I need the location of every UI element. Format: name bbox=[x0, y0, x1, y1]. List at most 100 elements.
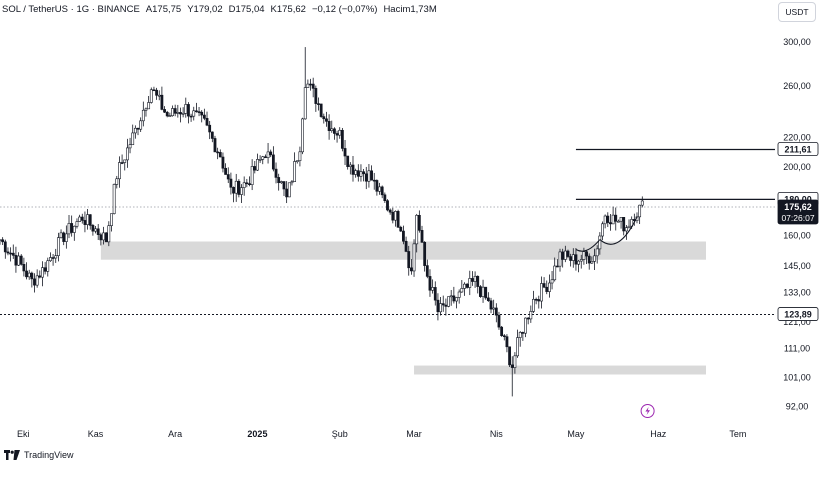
candle-body bbox=[56, 237, 60, 256]
candle-body bbox=[274, 168, 278, 178]
candle-body bbox=[617, 220, 620, 223]
candle-body bbox=[585, 251, 588, 257]
y-tick-label: 220,00 bbox=[783, 133, 811, 143]
candle-body bbox=[311, 83, 315, 89]
candle-body bbox=[120, 162, 124, 164]
x-tick-label: Mar bbox=[406, 429, 422, 439]
candle-body bbox=[370, 170, 373, 181]
candle-body bbox=[436, 299, 440, 313]
candle-body bbox=[351, 164, 355, 175]
level-price-label-3-text: 123,89 bbox=[784, 310, 812, 320]
candle-body bbox=[118, 162, 121, 180]
candle-body bbox=[516, 337, 519, 357]
currency-button[interactable]: USDT bbox=[778, 2, 816, 22]
candle-body bbox=[271, 154, 275, 170]
candle-body bbox=[484, 286, 488, 299]
candle-body bbox=[72, 225, 76, 233]
y-tick-label: 92,00 bbox=[786, 401, 809, 411]
candle-body bbox=[41, 267, 44, 278]
candle-body bbox=[200, 111, 204, 116]
candle-body bbox=[473, 275, 477, 282]
candle-body bbox=[224, 167, 227, 175]
candle-body bbox=[338, 129, 342, 136]
candle-body bbox=[391, 211, 395, 221]
y-tick-label: 200,00 bbox=[783, 162, 811, 172]
tradingview-brand: TradingView bbox=[24, 450, 74, 460]
candle-body bbox=[611, 214, 615, 225]
candle-body bbox=[64, 233, 68, 242]
candle-body bbox=[213, 138, 217, 153]
y-tick-label: 300,00 bbox=[783, 37, 811, 47]
candle-body bbox=[431, 287, 435, 291]
change-value: −0,12 (−0,07%) bbox=[311, 4, 378, 15]
candle-body bbox=[375, 180, 379, 192]
candle-body bbox=[476, 275, 480, 287]
handle-drawing bbox=[575, 239, 601, 252]
candle-body bbox=[6, 251, 10, 254]
candle-body bbox=[537, 299, 541, 302]
candle-body bbox=[83, 220, 87, 225]
candle-body bbox=[627, 225, 631, 228]
candle-body bbox=[640, 200, 644, 206]
candle-body bbox=[298, 151, 302, 162]
candle-body bbox=[540, 283, 543, 302]
candle-body bbox=[269, 151, 273, 156]
candle-body bbox=[441, 303, 445, 306]
candle-body bbox=[192, 110, 196, 117]
candle-body bbox=[577, 260, 580, 265]
y-tick-label: 101,00 bbox=[783, 373, 811, 383]
candle-body bbox=[322, 116, 326, 120]
candle-body bbox=[595, 248, 599, 257]
candle-body bbox=[128, 144, 132, 149]
candle-body bbox=[112, 184, 116, 214]
candle-body bbox=[521, 332, 525, 334]
candle-body bbox=[423, 241, 427, 266]
candle-body bbox=[558, 251, 562, 267]
candle-body bbox=[202, 114, 206, 119]
candle-body bbox=[107, 225, 111, 243]
candle-body bbox=[115, 178, 119, 185]
candle-body bbox=[340, 129, 344, 149]
candle-body bbox=[248, 183, 251, 185]
cup-pattern-drawing bbox=[599, 216, 638, 245]
candle-body bbox=[216, 151, 220, 154]
candle-body bbox=[46, 260, 50, 272]
y-tick-label: 160,00 bbox=[783, 231, 811, 241]
candle-body bbox=[102, 232, 105, 241]
candle-body bbox=[354, 170, 358, 175]
candle-body bbox=[104, 232, 108, 243]
candle-body bbox=[165, 111, 169, 117]
candle-body bbox=[240, 187, 243, 195]
candle-body bbox=[364, 173, 368, 182]
symbol-label[interactable]: SOL / TetherUS · 1G · BINANCE bbox=[2, 4, 140, 15]
candle-body bbox=[619, 217, 623, 222]
candle-body bbox=[457, 291, 461, 298]
candle-body bbox=[404, 240, 408, 252]
candle-body bbox=[409, 267, 413, 272]
level-price-label-3-box bbox=[777, 307, 819, 321]
candle-body bbox=[184, 104, 188, 114]
candle-body bbox=[356, 170, 360, 177]
candle-body bbox=[242, 182, 246, 188]
candle-body bbox=[19, 255, 23, 265]
candle-body bbox=[67, 223, 71, 235]
candle-body bbox=[70, 223, 74, 233]
candle-body bbox=[9, 252, 13, 255]
last-price-label-countdown: 07:26:07 bbox=[781, 213, 814, 223]
candle-body bbox=[205, 118, 209, 126]
candle-body bbox=[285, 188, 289, 198]
candle-body bbox=[478, 286, 482, 297]
candle-body bbox=[492, 307, 496, 310]
candle-body bbox=[500, 326, 504, 336]
candle-body bbox=[598, 235, 602, 250]
candle-body bbox=[407, 251, 411, 269]
tradingview-logo[interactable]: TradingView bbox=[4, 450, 74, 460]
candle-body bbox=[603, 215, 607, 225]
candle-body bbox=[518, 332, 522, 338]
candle-body bbox=[455, 297, 458, 302]
candle-body bbox=[181, 113, 185, 115]
candle-body bbox=[333, 128, 336, 134]
candle-body bbox=[505, 336, 509, 348]
